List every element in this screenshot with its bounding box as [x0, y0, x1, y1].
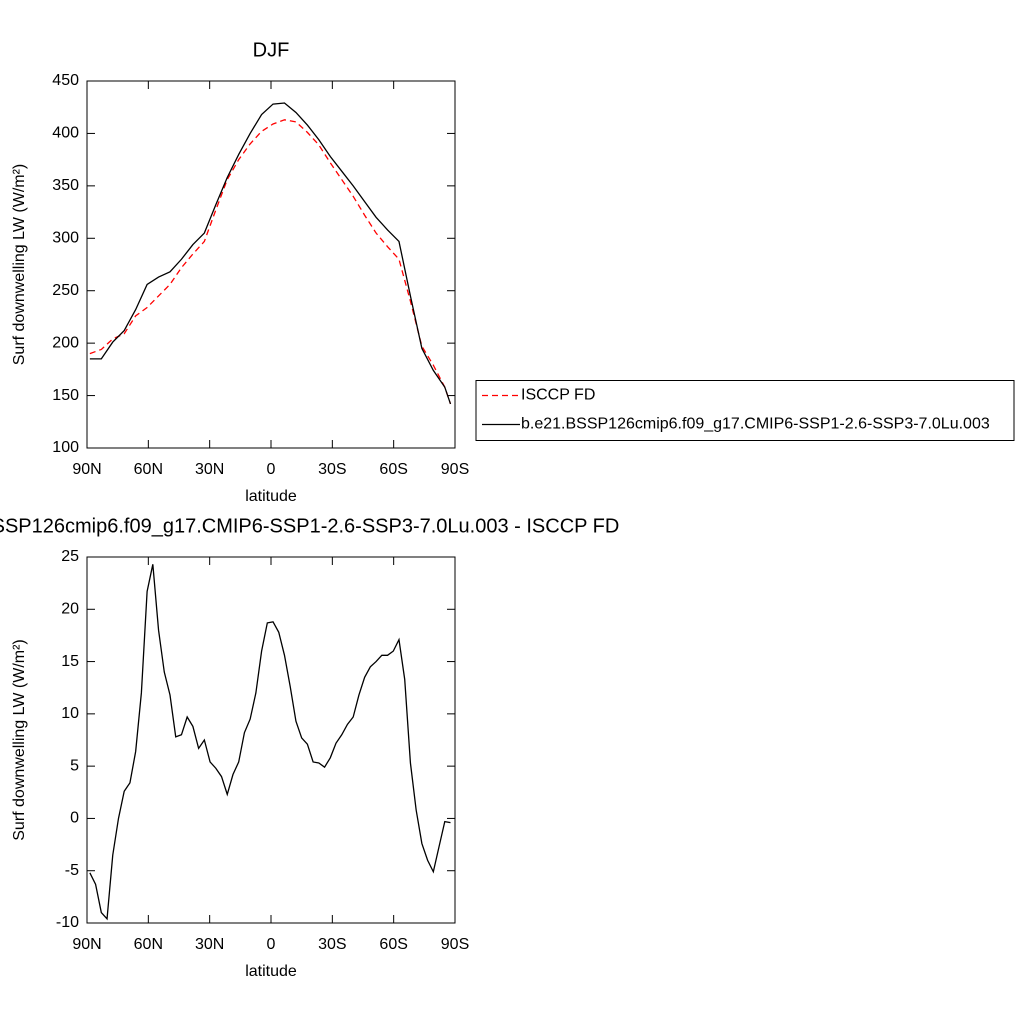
y-tick-label: 10 — [61, 705, 79, 722]
y-tick-label: 400 — [52, 125, 79, 142]
x-tick-label: 30S — [318, 936, 346, 953]
legend-label: b.e21.BSSP126cmip6.f09_g17.CMIP6-SSP1-2.… — [521, 416, 990, 433]
plot-frame — [86, 556, 456, 924]
legend: ISCCP FD b.e21.BSSP126cmip6.f09_g17.CMIP6… — [475, 380, 1015, 441]
chart-title: DJF — [253, 39, 290, 61]
legend-label: ISCCP FD — [521, 387, 595, 404]
x-tick-label: 60N — [134, 936, 163, 953]
y-tick-label: 100 — [52, 439, 79, 456]
y-tick-label: 0 — [70, 810, 79, 827]
x-tick-label: 60N — [134, 461, 163, 478]
y-tick-label: 350 — [52, 177, 79, 194]
x-tick-label: 30N — [195, 461, 224, 478]
y-tick-label: 200 — [52, 334, 79, 351]
x-tick-label: 0 — [267, 936, 276, 953]
x-tick-label: 30N — [195, 936, 224, 953]
plot-frame — [86, 80, 456, 449]
y-tick-label: 450 — [52, 72, 79, 89]
x-axis-label: latitude — [245, 963, 297, 980]
x-tick-label: 90N — [72, 461, 101, 478]
y-tick-label: 15 — [61, 653, 79, 670]
x-tick-label: 90S — [441, 461, 469, 478]
legend-box — [475, 380, 1015, 441]
y-tick-label: -10 — [56, 914, 79, 931]
y-tick-label: 300 — [52, 230, 79, 247]
y-tick-label: 5 — [70, 757, 79, 774]
x-tick-label: 30S — [318, 461, 346, 478]
y-axis-label: Surf downwelling LW (W/m²) — [11, 164, 28, 366]
y-axis-label: Surf downwelling LW (W/m²) — [11, 639, 28, 841]
y-tick-label: 150 — [52, 387, 79, 404]
chart-title: b.e21.BSSP126cmip6.f09_g17.CMIP6-SSP1-2.… — [0, 515, 619, 537]
data-line — [89, 119, 452, 405]
x-axis-label: latitude — [245, 488, 297, 505]
x-tick-label: 60S — [379, 936, 407, 953]
y-tick-label: 250 — [52, 282, 79, 299]
y-tick-label: 20 — [61, 601, 79, 618]
y-tick-label: -5 — [65, 862, 79, 879]
data-line — [89, 564, 451, 921]
x-tick-label: 90N — [72, 936, 101, 953]
x-tick-label: 60S — [379, 461, 407, 478]
y-tick-label: 25 — [61, 548, 79, 565]
x-tick-label: 90S — [441, 936, 469, 953]
x-tick-label: 0 — [267, 461, 276, 478]
data-line — [89, 102, 452, 405]
